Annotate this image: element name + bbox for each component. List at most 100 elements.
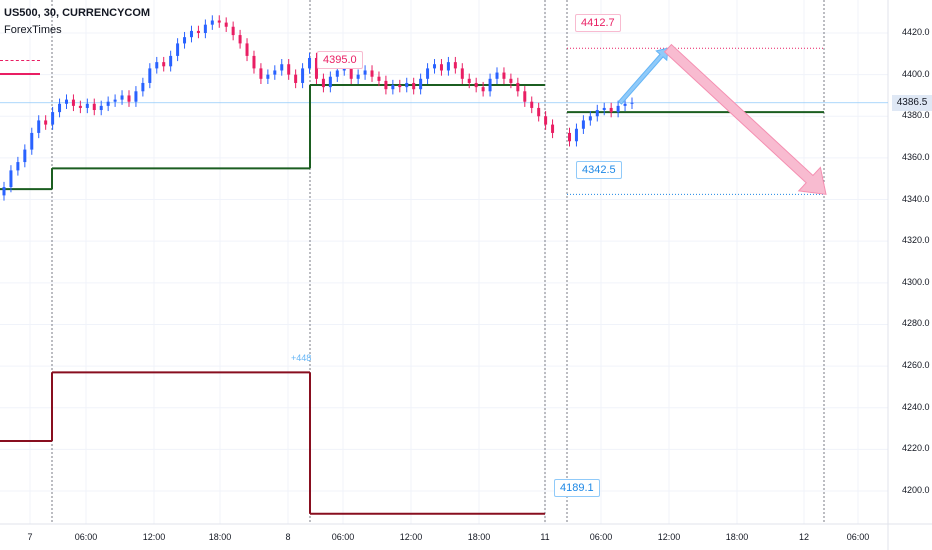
- candle-body: [252, 55, 256, 69]
- time-tick-label: 12: [798, 532, 810, 542]
- candle-body: [356, 74, 360, 79]
- candle-body: [106, 101, 110, 106]
- candle-body: [568, 132, 572, 142]
- indicator-source[interactable]: ForexTimes: [4, 24, 62, 36]
- candle-body: [363, 70, 367, 75]
- candle-body: [148, 68, 152, 83]
- forecast-arrow-up: [617, 47, 669, 105]
- candle-body: [609, 107, 613, 113]
- price-tick-label: 4200.0: [902, 485, 930, 495]
- candle-body: [169, 55, 173, 67]
- candle-body: [301, 68, 305, 83]
- candle-body: [30, 132, 34, 150]
- candle-body: [314, 57, 318, 79]
- candle-body: [162, 62, 166, 67]
- candle-body: [155, 62, 159, 69]
- candle-body: [595, 110, 599, 117]
- candle-body: [280, 64, 284, 71]
- candle-body: [44, 120, 48, 125]
- price-tick-label: 4300.0: [902, 276, 930, 287]
- candle-body: [426, 68, 430, 79]
- upper-target-callout[interactable]: 4412.7: [575, 14, 621, 32]
- symbol-title[interactable]: US500, 30, CURRENCYCOM: [4, 7, 151, 19]
- time-tick-label: 18:00: [467, 532, 491, 542]
- candle-body: [630, 102, 634, 104]
- price-tick-label: 4340.0: [902, 193, 930, 204]
- forecast-arrows[interactable]: [617, 43, 827, 195]
- prev-low-callout[interactable]: 4189.1: [554, 479, 600, 497]
- price-tick-label: 4360.0: [902, 151, 930, 162]
- candle-body: [616, 105, 620, 113]
- time-tick-label: 06:00: [846, 532, 870, 542]
- candle-body: [238, 35, 242, 44]
- candle-body: [574, 128, 578, 142]
- candle-body: [581, 120, 585, 129]
- candle-body: [23, 149, 27, 163]
- candle-body: [71, 99, 75, 106]
- candle-body: [433, 64, 437, 69]
- candle-body: [481, 87, 485, 92]
- candle-body: [141, 82, 145, 92]
- candle-body: [58, 103, 62, 113]
- candle-body: [377, 76, 381, 81]
- candle-body: [287, 64, 291, 75]
- candle-body: [231, 26, 235, 36]
- candle-body: [398, 85, 402, 88]
- time-tick-label: 12:00: [399, 532, 423, 542]
- time-tick-label: 8: [285, 532, 291, 542]
- forecast-arrow-down: [663, 43, 827, 195]
- candle-body: [370, 70, 374, 77]
- candle-body: [183, 37, 187, 44]
- candle-body: [495, 72, 499, 79]
- candle-body: [217, 20, 221, 23]
- candle-body: [391, 85, 395, 90]
- candle-body: [16, 162, 20, 171]
- candle-body: [99, 105, 103, 111]
- candle-body: [502, 72, 506, 79]
- candle-body: [176, 43, 180, 56]
- candle-body: [266, 74, 270, 79]
- candle-body: [245, 43, 249, 56]
- candle-body: [78, 105, 82, 108]
- candle-body: [294, 74, 298, 83]
- candle-body: [120, 95, 124, 100]
- time-tick-label: 06:00: [331, 532, 355, 542]
- candle-body: [203, 24, 207, 33]
- candle-body: [259, 68, 263, 79]
- lower-target-callout[interactable]: 4342.5: [576, 161, 622, 179]
- candle-body: [92, 103, 96, 111]
- price-tick-label: 4400.0: [902, 68, 930, 79]
- candle-body: [509, 78, 513, 83]
- candle-body: [551, 124, 555, 133]
- candle-body: [189, 30, 193, 38]
- price-tick-label: 4240.0: [902, 401, 930, 412]
- current-price-tag: 4386.5: [892, 95, 932, 111]
- candle-body: [224, 22, 228, 27]
- candle-body: [623, 103, 627, 106]
- candle-body: [446, 62, 450, 71]
- candle-body: [516, 82, 520, 92]
- candle-body: [544, 116, 548, 125]
- time-tick-label: 11: [540, 532, 550, 542]
- price-tick-label: 4220.0: [902, 443, 930, 454]
- candle-body: [321, 78, 325, 88]
- candle-body: [530, 101, 534, 108]
- price-tick-label: 4420.0: [902, 27, 930, 37]
- candle-body: [196, 30, 200, 33]
- candle-body: [488, 78, 492, 92]
- candle-body: [474, 82, 478, 88]
- candle-body: [523, 91, 527, 102]
- time-tick-label: 06:00: [74, 532, 98, 542]
- candle-body: [453, 62, 457, 69]
- price-tick-label: 4280.0: [902, 318, 930, 329]
- candle-body: [588, 116, 592, 121]
- candle-body: [328, 76, 332, 88]
- candle-body: [439, 64, 443, 71]
- time-tick-label: 06:00: [589, 532, 613, 542]
- candle-body: [134, 91, 138, 102]
- candle-body: [127, 95, 131, 102]
- candle-body: [412, 82, 416, 90]
- prev-high-callout[interactable]: 4395.0: [317, 51, 363, 69]
